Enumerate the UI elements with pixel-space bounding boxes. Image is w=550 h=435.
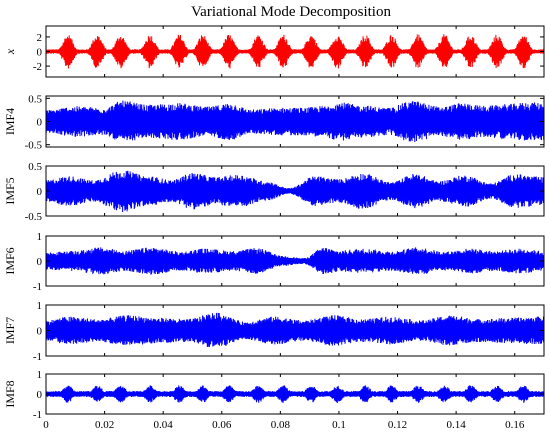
signal-line-6 (46, 385, 544, 403)
y-tick-label: 0.5 (28, 93, 42, 105)
y-axis-label-5: IMF7 (3, 317, 17, 344)
y-tick-label: 1 (37, 300, 43, 312)
panel-4: 1 0 -1 IMF6 (3, 231, 545, 293)
y-tick-label: -1 (33, 281, 42, 293)
y-axis-label-3: IMF5 (3, 177, 17, 204)
y-tick-label: -0.5 (25, 211, 43, 223)
panel-3: 0.5 0 -0.5 IMF5 (3, 161, 545, 223)
signal-line-5 (46, 312, 544, 347)
panels-group: 20-2x0.50-0.5IMF40.50-0.5IMF510-1IMF610-… (3, 25, 545, 431)
signal-line-4 (46, 247, 544, 275)
chart-title: Variational Mode Decomposition (191, 4, 391, 20)
y-axis-label-6: IMF8 (3, 380, 17, 407)
x-tick-label: 0 (43, 419, 49, 431)
signal-line-1 (46, 34, 544, 69)
y-tick-label: 0 (37, 389, 43, 401)
x-tick-label: 0.04 (154, 419, 174, 431)
signal-line-3 (46, 170, 544, 212)
y-tick-label: 2 (37, 32, 43, 44)
y-tick-label: 0.5 (28, 161, 42, 173)
x-tick-label: 0.06 (212, 419, 232, 431)
x-tick-label: 0.16 (505, 419, 525, 431)
y-tick-label: -0.5 (25, 140, 43, 152)
y-tick-label: 0 (37, 117, 43, 129)
y-tick-label: -2 (33, 61, 42, 73)
y-axis-label-2: IMF4 (3, 108, 17, 135)
x-tick-label: 0.12 (388, 419, 407, 431)
panel-5: 1 0 -1 IMF7 (3, 300, 545, 363)
y-tick-label: 1 (37, 369, 43, 381)
y-tick-label: 1 (37, 231, 43, 243)
panel-2: 0.5 0 -0.5 IMF4 (3, 93, 545, 152)
x-tick-label: 0.08 (271, 419, 291, 431)
y-tick-label: -1 (33, 351, 42, 363)
x-tick-label: 0.1 (332, 419, 346, 431)
x-tick-label: 0.14 (446, 419, 466, 431)
panel-6: 1 0 -1 IMF8 (3, 369, 545, 421)
y-tick-label: -1 (33, 409, 42, 421)
y-tick-label: 0 (37, 47, 43, 59)
signal-line-2 (46, 100, 544, 142)
x-tick-label: 0.02 (95, 419, 114, 431)
panel-1: 2 0 -2 x (3, 25, 545, 78)
y-axis-label-4: IMF6 (3, 247, 17, 274)
y-tick-label: 0 (37, 256, 43, 268)
y-tick-label: 0 (37, 326, 43, 338)
y-axis-label-1: x (3, 48, 17, 55)
y-tick-label: 0 (37, 186, 43, 198)
